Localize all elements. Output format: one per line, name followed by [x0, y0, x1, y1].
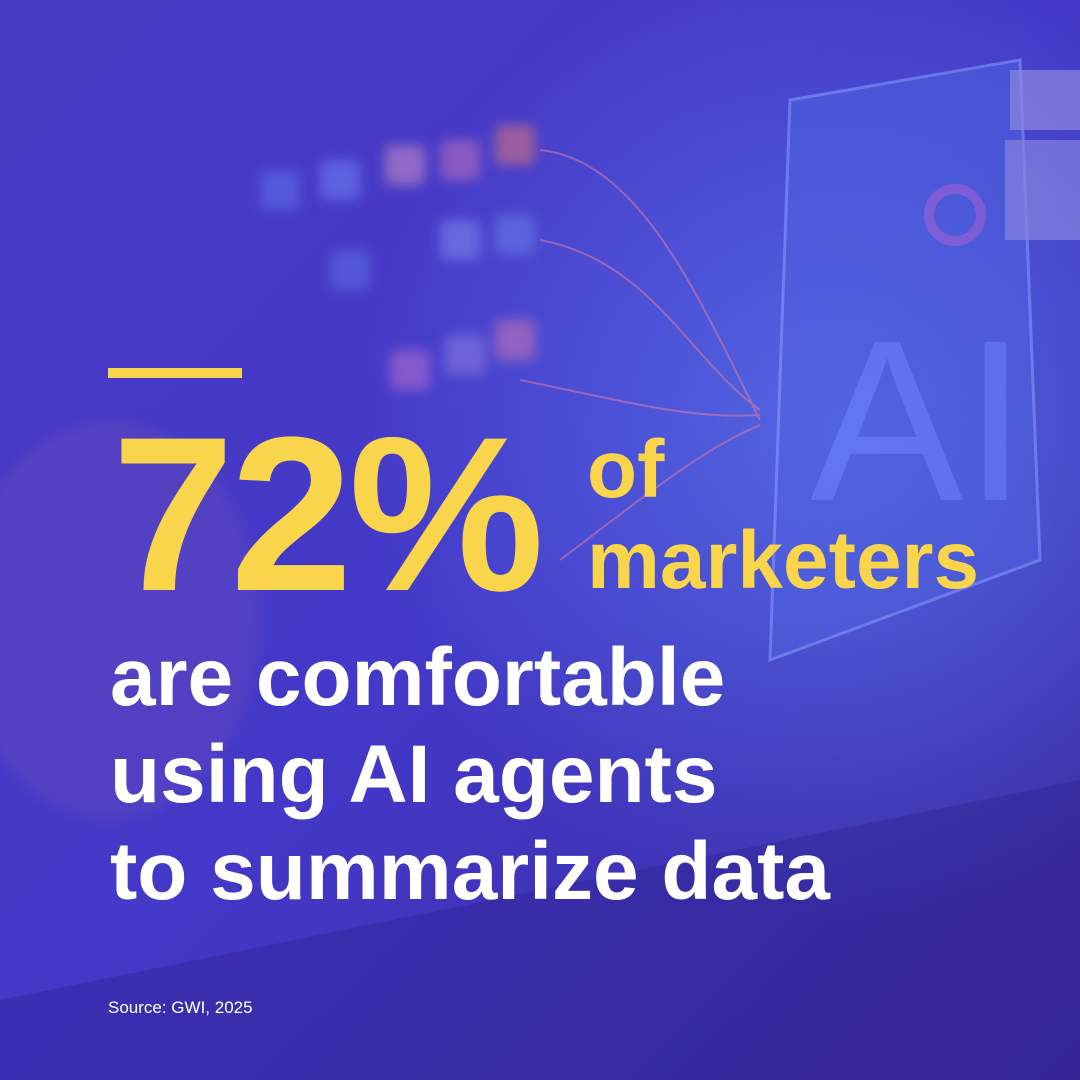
- laptop-base: [0, 780, 1080, 1080]
- stat-suffix: marketers: [587, 515, 979, 606]
- blurred-keys: [260, 125, 535, 390]
- light-lines: [519, 149, 761, 561]
- headline-line: to summarize data: [110, 826, 831, 917]
- stat-suffix: of: [587, 424, 665, 515]
- accent-bar: [108, 368, 242, 378]
- laptop-screen: AI: [768, 58, 1080, 663]
- hand: [0, 420, 260, 820]
- headline-line: using AI agents: [110, 729, 717, 820]
- headline-line: are comfortable: [110, 632, 725, 723]
- screen-text: AI: [810, 292, 1027, 549]
- stat: 72%: [112, 391, 540, 637]
- source: Source: GWI, 2025: [108, 998, 253, 1017]
